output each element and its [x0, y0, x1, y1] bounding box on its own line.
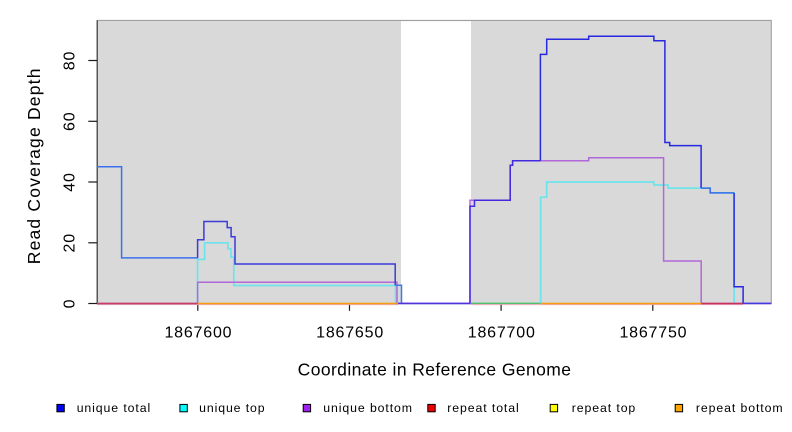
svg-text:1867600: 1867600	[164, 325, 232, 342]
svg-text:20: 20	[61, 233, 78, 252]
svg-text:0: 0	[61, 299, 78, 309]
svg-text:1867750: 1867750	[619, 325, 687, 342]
svg-text:80: 80	[61, 51, 78, 70]
svg-text:Coordinate in Reference Genome: Coordinate in Reference Genome	[298, 360, 572, 380]
svg-text:unique bottom: unique bottom	[323, 401, 413, 415]
svg-text:40: 40	[61, 172, 78, 191]
svg-text:repeat total: repeat total	[447, 401, 519, 415]
svg-text:60: 60	[61, 112, 78, 131]
svg-text:Read Coverage Depth: Read Coverage Depth	[24, 67, 44, 264]
svg-text:1867650: 1867650	[316, 325, 384, 342]
svg-text:unique top: unique top	[199, 401, 265, 415]
svg-text:repeat top: repeat top	[572, 401, 636, 415]
svg-text:unique total: unique total	[77, 401, 151, 415]
svg-text:repeat bottom: repeat bottom	[696, 401, 784, 415]
svg-text:1867700: 1867700	[468, 325, 536, 342]
